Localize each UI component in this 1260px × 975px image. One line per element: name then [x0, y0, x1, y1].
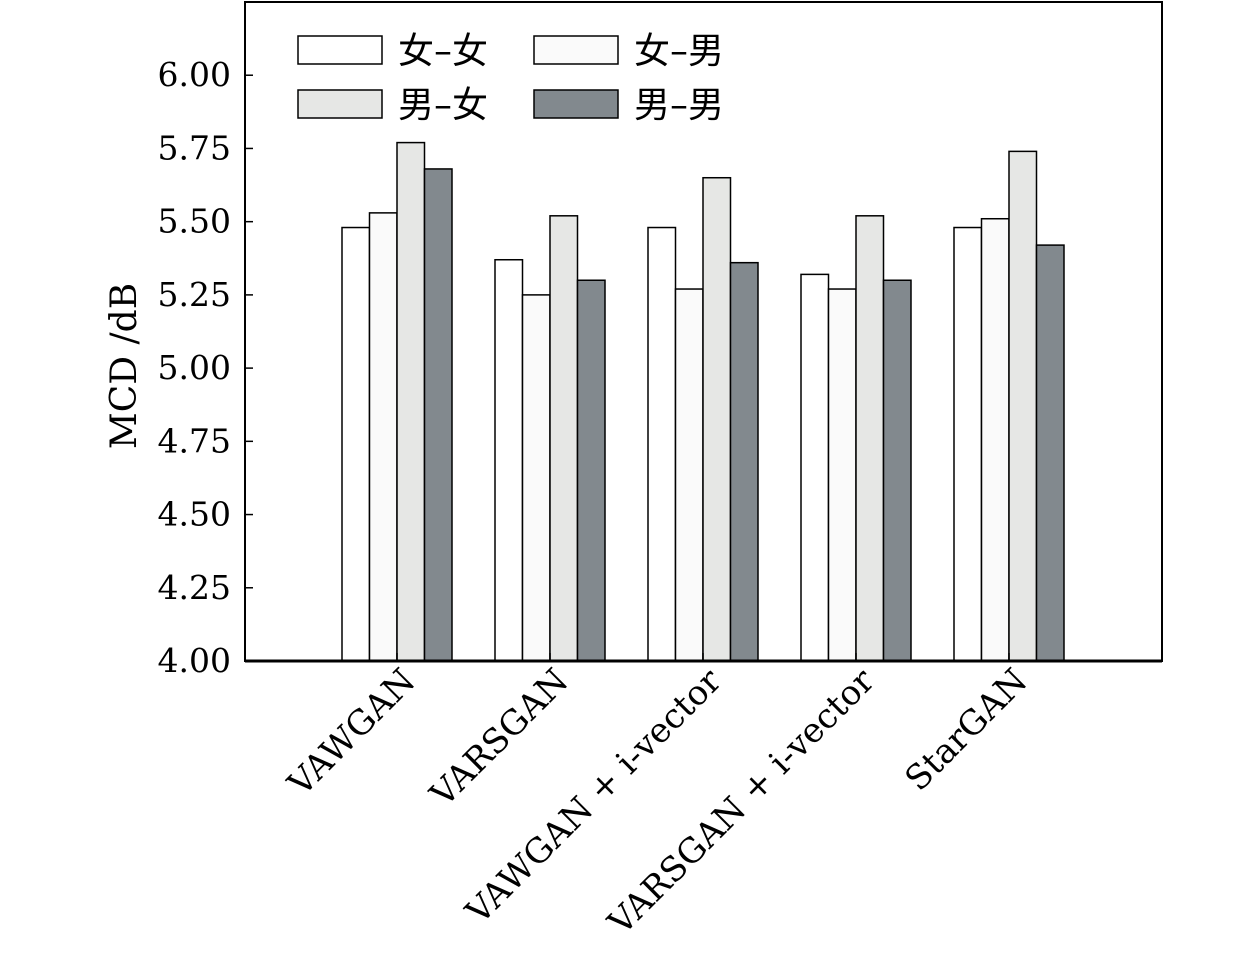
bar-1-series-3 — [396, 141, 426, 662]
legend-item: 男–女 — [297, 85, 488, 126]
x-tick-label: VAWGAN + i-vector — [458, 661, 730, 933]
bar-2-series-4 — [576, 279, 606, 662]
y-tick-label: 5.50 — [158, 202, 231, 241]
y-tick-label: 4.50 — [158, 495, 231, 534]
legend: 女–女 女–男男–女 男–男 — [297, 31, 724, 126]
bar-1-series-2 — [368, 212, 398, 662]
legend-item: 女–男 — [533, 31, 724, 72]
legend-label: 女–男 — [634, 31, 724, 72]
bars-layer — [341, 141, 1065, 662]
x-tick-label: VAWGAN — [280, 661, 423, 804]
bar-4-series-3 — [855, 215, 885, 662]
bar-4-series-4 — [882, 279, 912, 662]
legend-swatch — [533, 35, 619, 65]
y-axis: 4.00 4.25 4.50 4.75 5.00 5.25 5.50 5.75 6.00 — [158, 55, 253, 680]
y-tick-label: 6.00 — [158, 55, 231, 94]
bar-4-series-2 — [827, 288, 857, 662]
legend-item: 男–男 — [533, 85, 724, 126]
legend-item: 女–女 — [297, 31, 488, 72]
x-tick-label: StarGAN — [898, 661, 1036, 799]
bar-3-series-2 — [674, 288, 704, 662]
legend-label: 男–女 — [398, 85, 488, 126]
bar-3-series-1 — [647, 226, 677, 662]
bar-2-series-2 — [521, 294, 551, 662]
bar-3-series-4 — [729, 261, 759, 662]
y-tick-label: 4.25 — [158, 568, 231, 607]
bar-2-series-1 — [494, 258, 524, 662]
legend-swatch — [297, 89, 383, 119]
bar-5-series-2 — [980, 217, 1010, 662]
x-tick-label: VARSGAN — [422, 661, 576, 815]
x-tick-label: VARSGAN + i-vector — [600, 661, 883, 944]
y-axis-title: MCD /dB — [104, 283, 145, 449]
bar-1-series-1 — [341, 226, 371, 662]
bar-1-series-4 — [423, 168, 453, 662]
y-tick-label: 4.00 — [158, 641, 231, 680]
legend-label: 男–男 — [634, 85, 724, 126]
bar-3-series-3 — [702, 176, 732, 662]
y-tick-label: 5.75 — [158, 128, 231, 167]
legend-swatch — [297, 35, 383, 65]
bar-5-series-1 — [953, 226, 983, 662]
y-tick-label: 4.75 — [158, 421, 231, 460]
y-tick-label: 5.25 — [158, 275, 231, 314]
bar-5-series-4 — [1035, 244, 1065, 662]
bar-4-series-1 — [800, 273, 830, 662]
legend-swatch — [533, 89, 619, 119]
bar-5-series-3 — [1008, 150, 1038, 662]
legend-label: 女–女 — [398, 31, 488, 72]
bar-2-series-3 — [549, 215, 579, 662]
y-tick-label: 5.00 — [158, 348, 231, 387]
